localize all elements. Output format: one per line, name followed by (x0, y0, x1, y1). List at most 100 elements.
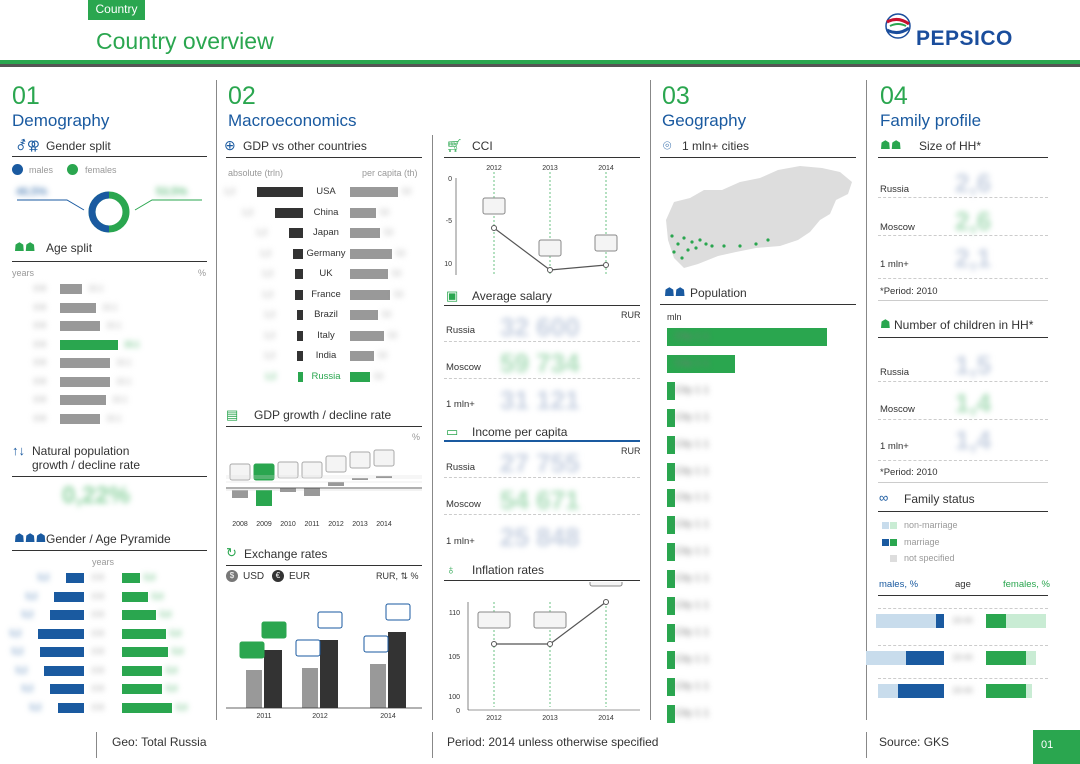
inflation-point (491, 641, 497, 647)
natural-pop-label: Natural population (32, 444, 130, 458)
gdp-percapita-bar (350, 248, 392, 259)
pyramid-male-bar (44, 665, 84, 676)
gdp-percapita-bar (350, 330, 384, 341)
rule (878, 300, 1048, 301)
age-value-blurred: 10,1 (102, 302, 118, 312)
inflation-point (547, 641, 553, 647)
rings-icon: ∞ (879, 490, 889, 505)
gender-split-label: Gender split (46, 139, 111, 153)
refresh-icon: ↻ (226, 545, 237, 560)
pyramid-age-bucket: 0-9 (92, 684, 104, 693)
pyramid-age-bucket: 0-9 (92, 610, 104, 619)
pyramid-male-bar (50, 684, 84, 694)
gdp-abs-bar (257, 187, 303, 197)
divider (878, 419, 1048, 420)
divider (444, 514, 640, 515)
gdp-pc-value: 53 (402, 187, 411, 196)
income-mln-blurred: 25 848 (500, 522, 580, 552)
status-age-blurred: 18-44 (952, 653, 973, 662)
dollar-icon: $ (226, 570, 238, 582)
cci-callout (482, 197, 506, 215)
pyramid-male-bar (58, 702, 84, 713)
age-bucket-blurred: 0-9 (34, 284, 46, 293)
pyramid-male-value: 5,2 (26, 591, 38, 601)
section-title: Family profile (880, 111, 982, 130)
footer-geo: Geo: Total Russia (112, 735, 207, 749)
gdp-pc-value: 53 (384, 228, 393, 237)
globe-icon: ⊕ (224, 137, 236, 153)
hh-russia-blurred: 2,6 (955, 168, 992, 198)
pyramid-age-bucket: 0-9 (92, 628, 104, 638)
row-label: Moscow (446, 362, 481, 373)
gdp-percapita-bar (350, 207, 376, 218)
gdp-percapita-bar (350, 351, 374, 361)
pin-icon: ⌾ (663, 137, 672, 153)
rule (878, 482, 1048, 483)
gdp-abs-bar (289, 228, 303, 238)
divider (866, 80, 867, 720)
age-bucket-blurred: 0-9 (34, 376, 46, 386)
children-russia-blurred: 1,5 (955, 350, 992, 380)
age-value-blurred: 10,1 (116, 376, 132, 386)
year-label: 2013 (352, 521, 368, 528)
country-label: China (313, 206, 339, 218)
top-bar (0, 60, 1080, 64)
years-label: years (12, 268, 35, 278)
section-number: 01 (12, 82, 40, 110)
status-male-non-marriage (876, 614, 936, 628)
legend-swatch (882, 522, 889, 529)
divider (878, 608, 1048, 609)
natural-pop-label-2: growth / decline rate (32, 458, 141, 472)
population-bar (667, 381, 675, 400)
year-label: 2012 (328, 521, 344, 528)
divider (432, 135, 433, 720)
gdp-growth-bar (304, 488, 320, 496)
rule (226, 426, 422, 427)
gender-donut (17, 191, 202, 233)
eur-callout (385, 603, 411, 621)
inflation-chart: 2012 2013 2014 110 105 100 0 (448, 582, 640, 722)
gdp-percapita-bar (350, 289, 390, 300)
gdp-growth-bar (232, 490, 248, 498)
rule (226, 157, 422, 158)
rule (878, 337, 1048, 338)
status-male-marriage (936, 614, 944, 628)
cart-icon: 🛒︎ (446, 138, 463, 153)
legend-non-marriage: non-marriage (904, 520, 958, 530)
city-label-blurred: City 1 1 (675, 653, 709, 665)
gdp-abs-value: 1,2 (264, 310, 276, 319)
year-label: 2013 (542, 165, 558, 172)
age-bar (60, 284, 82, 294)
rur-label: RUR, ⇅ % (376, 571, 419, 581)
eur-bar (320, 640, 338, 708)
section-title: Macroeconomics (228, 111, 357, 130)
eur-callout (261, 621, 287, 639)
population-bar (667, 704, 675, 723)
city-label-blurred: City 1 1 (675, 680, 709, 692)
divider (878, 645, 1048, 646)
rule (878, 595, 1048, 596)
status-male-marriage (898, 684, 944, 698)
usd-bar (302, 668, 318, 708)
pyramid-male-value: 5,2 (22, 610, 34, 619)
gdp-growth-bar (256, 490, 272, 506)
males-label: males (29, 165, 54, 175)
gdp-growth-bar (376, 476, 392, 478)
rule (660, 157, 856, 158)
legend-swatch (882, 539, 889, 546)
age-bar (60, 339, 118, 350)
gdp-abs-value: 1,2 (264, 330, 276, 340)
rule (444, 305, 640, 306)
gdp-abs-value: 1,2 (265, 371, 277, 381)
rule (226, 565, 422, 566)
gdp-pc-value: 53 (374, 371, 383, 381)
pyramid-female-value: 5,0 (166, 684, 178, 693)
status-age-blurred: 18-44 (952, 686, 973, 695)
row-label: 1 mln+ (446, 536, 475, 547)
cci-callout (594, 234, 618, 252)
rule (444, 580, 640, 581)
population-bar (667, 623, 675, 642)
age-value-blurred: 10,1 (106, 321, 122, 330)
family-icon: ☗☗ (880, 138, 902, 152)
tick-label: 105 (448, 654, 460, 661)
